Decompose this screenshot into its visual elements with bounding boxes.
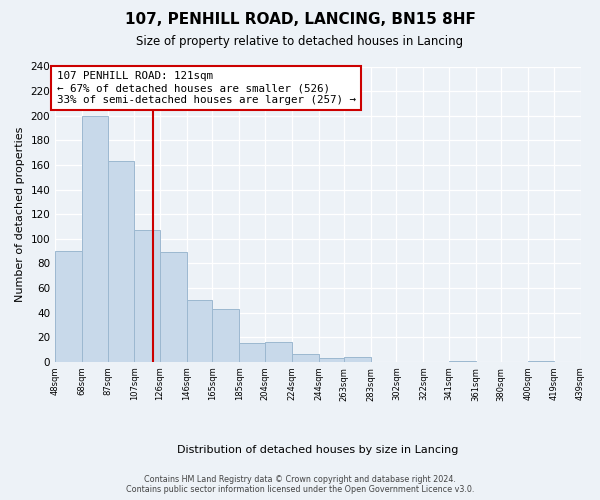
Bar (344, 357, 371, 362)
Bar (319, 358, 344, 362)
Bar (187, 300, 212, 362)
Text: 107, PENHILL ROAD, LANCING, BN15 8HF: 107, PENHILL ROAD, LANCING, BN15 8HF (125, 12, 475, 28)
Bar (528, 360, 554, 362)
Bar (265, 342, 292, 362)
Bar (55, 251, 82, 362)
Bar (239, 344, 265, 362)
Bar (107, 161, 134, 362)
Text: Contains HM Land Registry data © Crown copyright and database right 2024.
Contai: Contains HM Land Registry data © Crown c… (126, 474, 474, 494)
Y-axis label: Number of detached properties: Number of detached properties (15, 126, 25, 302)
Text: 107 PENHILL ROAD: 121sqm
← 67% of detached houses are smaller (526)
33% of semi-: 107 PENHILL ROAD: 121sqm ← 67% of detach… (56, 72, 356, 104)
Text: Size of property relative to detached houses in Lancing: Size of property relative to detached ho… (136, 35, 464, 48)
Bar (449, 360, 476, 362)
Bar (82, 116, 107, 362)
Bar (160, 252, 187, 362)
Bar (212, 309, 239, 362)
Bar (134, 230, 160, 362)
X-axis label: Distribution of detached houses by size in Lancing: Distribution of detached houses by size … (177, 445, 458, 455)
Bar (292, 354, 319, 362)
